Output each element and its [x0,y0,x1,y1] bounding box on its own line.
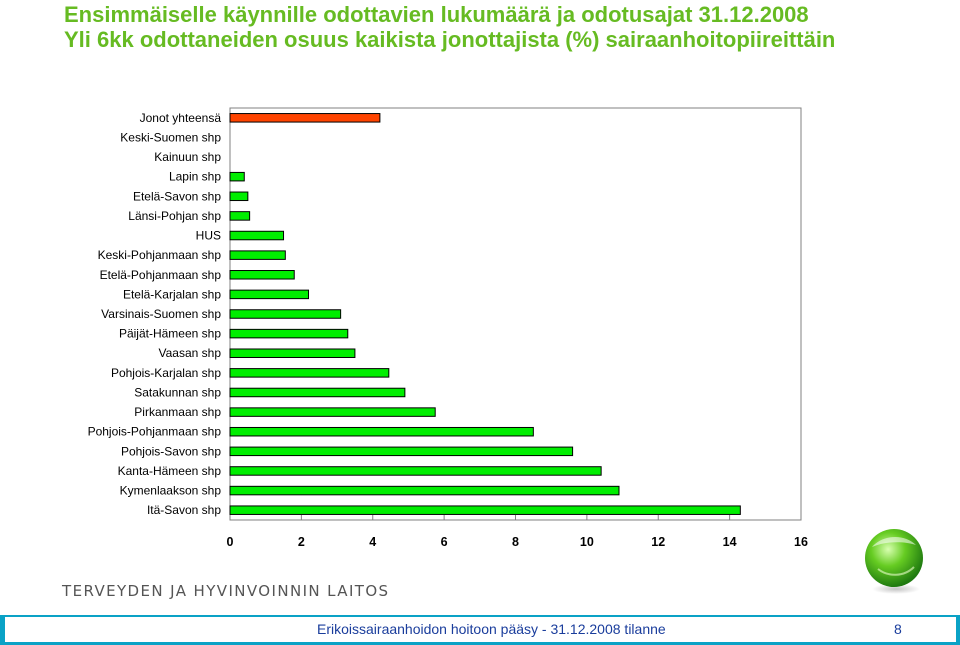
green-sphere-logo-icon [865,529,923,594]
bar-total [229,113,381,123]
organization-name: TERVEYDEN JA HYVINVOINNIN LAITOS [62,582,390,600]
category-label: Etelä-Pohjanmaan shp [100,268,222,282]
bar [229,446,574,457]
footer-bar: Erikoissairaanhoidon hoitoon pääsy - 31.… [0,615,960,645]
category-label: Kymenlaakson shp [120,484,222,498]
x-axis-tick-labels: 0 2 4 6 8 10 12 14 16 [227,535,808,549]
category-label: Keski-Pohjanmaan shp [98,248,222,262]
bar [229,211,251,221]
category-label: Lapin shp [169,170,221,184]
bar [229,368,390,378]
bar [229,289,310,300]
bar [229,230,285,241]
title-line-1: Ensimmäiselle käynnille odottavien lukum… [64,2,809,27]
x-tick-label: 6 [441,535,448,549]
page-number: 8 [894,621,902,637]
horizontal-bar-chart: Jonot yhteensä Keski-Suomen shp Kainuun sh… [88,107,808,549]
category-label: Pohjois-Pohjanmaan shp [88,425,222,439]
bar [229,505,741,515]
bar [229,407,436,417]
category-label: Länsi-Pohjan shp [128,209,221,223]
title-line-2: Yli 6kk odottaneiden osuus kaikista jono… [64,27,836,52]
category-labels: Jonot yhteensä Keski-Suomen shp Kainuun sh… [88,111,222,517]
category-label: Etelä-Karjalan shp [123,287,221,301]
bar [229,250,286,260]
bar [229,485,620,496]
x-tick-label: 4 [369,535,376,549]
x-tick-label: 0 [227,535,234,549]
x-axis-ticks [229,515,802,520]
category-label: Pohjois-Karjalan shp [111,366,221,380]
bar [229,348,356,358]
bar [229,466,602,476]
x-tick-label: 10 [580,535,594,549]
category-label: Kanta-Hämeen shp [118,464,222,478]
bar [229,270,295,280]
footer-text: Erikoissairaanhoidon hoitoon pääsy - 31.… [317,621,666,637]
x-tick-label: 14 [723,535,737,549]
category-label: Vaasan shp [159,346,222,360]
category-label: Etelä-Savon shp [133,189,221,203]
bar [229,328,349,339]
bar [229,191,249,202]
category-label: Pohjois-Savon shp [121,444,221,458]
category-label: Itä-Savon shp [147,503,221,517]
bar [229,171,245,182]
category-label: Satakunnan shp [134,385,221,399]
category-label: Kainuun shp [154,150,221,164]
x-tick-label: 16 [794,535,808,549]
category-label: Varsinais-Suomen shp [101,307,221,321]
category-label: Keski-Suomen shp [120,130,221,144]
bar [229,309,342,319]
bar [229,387,406,398]
category-label: HUS [196,229,221,243]
x-tick-label: 2 [298,535,305,549]
bars [229,113,741,515]
slide-title: Ensimmäiselle käynnille odottavien lukum… [64,2,835,52]
x-tick-label: 8 [512,535,519,549]
category-label: Päijät-Hämeen shp [119,327,221,341]
footer-inner: Erikoissairaanhoidon hoitoon pääsy - 31.… [5,617,956,642]
category-label: Pirkanmaan shp [134,405,221,419]
x-tick-label: 12 [651,535,665,549]
category-label: Jonot yhteensä [140,111,222,125]
bar [229,426,534,437]
